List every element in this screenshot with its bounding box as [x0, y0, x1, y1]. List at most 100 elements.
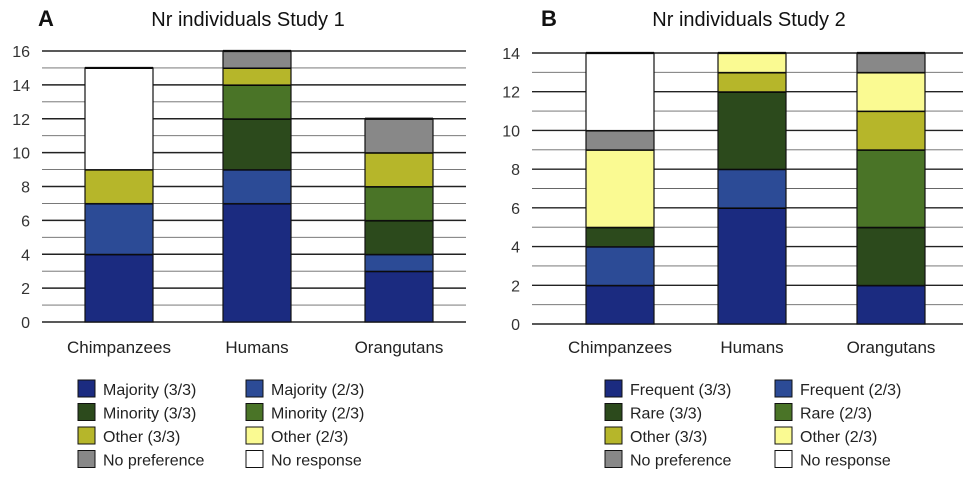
x-category-label: Humans [720, 338, 783, 357]
x-category-label: Chimpanzees [568, 338, 672, 357]
legend-label: No response [800, 453, 891, 470]
bar-segment-majority-3-3 [222, 202, 292, 323]
legend-label: Other (3/3) [630, 429, 707, 446]
x-category-label: Orangutans [355, 338, 444, 357]
legend-swatch-rare-2-3 [774, 403, 793, 421]
bar-outline [856, 52, 926, 325]
bar-segment-majority-2-3 [222, 169, 292, 204]
bar-segment-majority-3-3 [364, 270, 434, 323]
bar-segment-other-2-3 [585, 149, 655, 228]
y-tick-label: 12 [502, 85, 520, 102]
legend-swatch-no-response [774, 450, 793, 468]
y-tick-label: 6 [511, 201, 520, 218]
legend-label: Rare (3/3) [630, 406, 702, 423]
bar-segment-rare-2-3 [856, 149, 926, 228]
panel-letter: B [541, 6, 557, 31]
bar-segment-majority-2-3 [84, 202, 154, 255]
legend-swatch-rare-3-3 [604, 403, 623, 421]
legend-swatch-minority-3-3 [77, 403, 96, 421]
y-tick-label: 10 [12, 146, 30, 163]
bar-segment-minority-3-3 [364, 219, 434, 255]
bar-segment-other-3-3 [364, 152, 434, 187]
bar-segment-majority-3-3 [84, 253, 154, 323]
x-axis-categories: Chimpanzees Humans Orangutans [67, 338, 443, 357]
legend-swatch-other-2-3 [774, 426, 793, 445]
legend-swatch-no-response [245, 450, 264, 468]
bar-segment-minority-3-3 [222, 118, 292, 171]
bar-segment-rare-3-3 [717, 91, 787, 170]
bar-segment-other-3-3 [84, 169, 154, 204]
legend-swatch-majority-2-3 [245, 379, 264, 398]
legend-label: No preference [103, 453, 204, 470]
bars [585, 51, 926, 325]
bar-segment-frequent-2-3 [717, 168, 787, 209]
bar-outline [717, 52, 787, 325]
bar-segment-frequent-3-3 [717, 207, 787, 325]
legend-swatch-frequent-3-3 [604, 379, 623, 398]
bar-segment-minority-2-3 [364, 186, 434, 221]
bar-segment-frequent-2-3 [585, 246, 655, 286]
bar-outline [84, 67, 154, 323]
legend: Frequent (3/3) Frequent (2/3) Rare (3/3) Ra… [604, 379, 901, 470]
legend-swatch-frequent-2-3 [774, 379, 793, 398]
y-tick-label: 16 [12, 44, 30, 61]
bar-segment-minority-2-3 [222, 84, 292, 120]
legend-swatch-no-preference [604, 450, 623, 468]
legend: Majority (3/3) Majority (2/3) Minority (3/… [77, 379, 364, 470]
y-tick-label: 2 [511, 278, 520, 295]
bar-outline [364, 118, 434, 323]
bar-outline [222, 50, 292, 323]
bars [84, 49, 434, 323]
bar-segment-other-3-3 [856, 110, 926, 151]
y-tick-label: 8 [21, 180, 30, 197]
y-tick-label: 2 [21, 281, 30, 298]
legend-label: Frequent (3/3) [630, 382, 731, 399]
y-tick-label: 0 [511, 317, 520, 334]
legend-label: Other (2/3) [800, 429, 877, 446]
bar-segment-other-3-3 [222, 67, 292, 86]
x-category-label: Chimpanzees [67, 338, 171, 357]
bar-segment-other-2-3 [717, 52, 787, 73]
legend-label: Minority (3/3) [103, 406, 196, 423]
bar-segment-other-2-3 [856, 71, 926, 112]
legend-label: Rare (2/3) [800, 406, 872, 423]
legend-label: Frequent (2/3) [800, 382, 901, 399]
y-tick-label: 6 [21, 213, 30, 230]
legend-swatch-other-3-3 [77, 426, 96, 445]
legend-label: No preference [630, 453, 731, 470]
bar-segment-frequent-3-3 [856, 284, 926, 325]
bar-segment-no-preference [364, 118, 434, 154]
legend-swatch-other-2-3 [245, 426, 264, 445]
bar-segment-other-3-3 [717, 71, 787, 93]
bar-segment-rare-3-3 [585, 226, 655, 248]
y-tick-label: 4 [21, 247, 30, 264]
legend-label: Other (3/3) [103, 429, 180, 446]
panel-letter: A [38, 6, 54, 31]
chart-title: Nr individuals Study 1 [151, 9, 344, 31]
bar-segment-rare-3-3 [856, 226, 926, 286]
bar-outline [585, 52, 655, 325]
legend-swatch-minority-2-3 [245, 403, 264, 421]
legend-label: Majority (2/3) [271, 382, 364, 399]
panel-b: B Nr individuals Study 2 0 2 4 6 8 10 12 14 Chi… [502, 6, 963, 470]
y-tick-label: 12 [12, 112, 30, 129]
y-tick-label: 14 [12, 78, 30, 95]
y-axis-ticks: 0 2 4 6 8 10 12 14 [502, 46, 520, 334]
legend-label: Majority (3/3) [103, 382, 196, 399]
bar-segment-no-preference [222, 50, 292, 69]
bar-segment-majority-2-3 [364, 253, 434, 272]
legend-swatch-no-preference [77, 450, 96, 468]
y-tick-label: 4 [511, 240, 520, 257]
x-category-label: Orangutans [847, 338, 936, 357]
chart-title: Nr individuals Study 2 [652, 9, 845, 31]
bar-segment-no-preference [585, 129, 655, 151]
y-tick-label: 0 [21, 315, 30, 332]
bar-segment-no-response [585, 52, 655, 131]
y-axis-ticks: 0 2 4 6 8 10 12 14 16 [12, 44, 30, 332]
y-tick-label: 14 [502, 46, 520, 63]
legend-swatch-other-3-3 [604, 426, 623, 445]
legend-label: Minority (2/3) [271, 406, 364, 423]
bar-segment-no-response [84, 67, 154, 171]
legend-label: No response [271, 453, 362, 470]
